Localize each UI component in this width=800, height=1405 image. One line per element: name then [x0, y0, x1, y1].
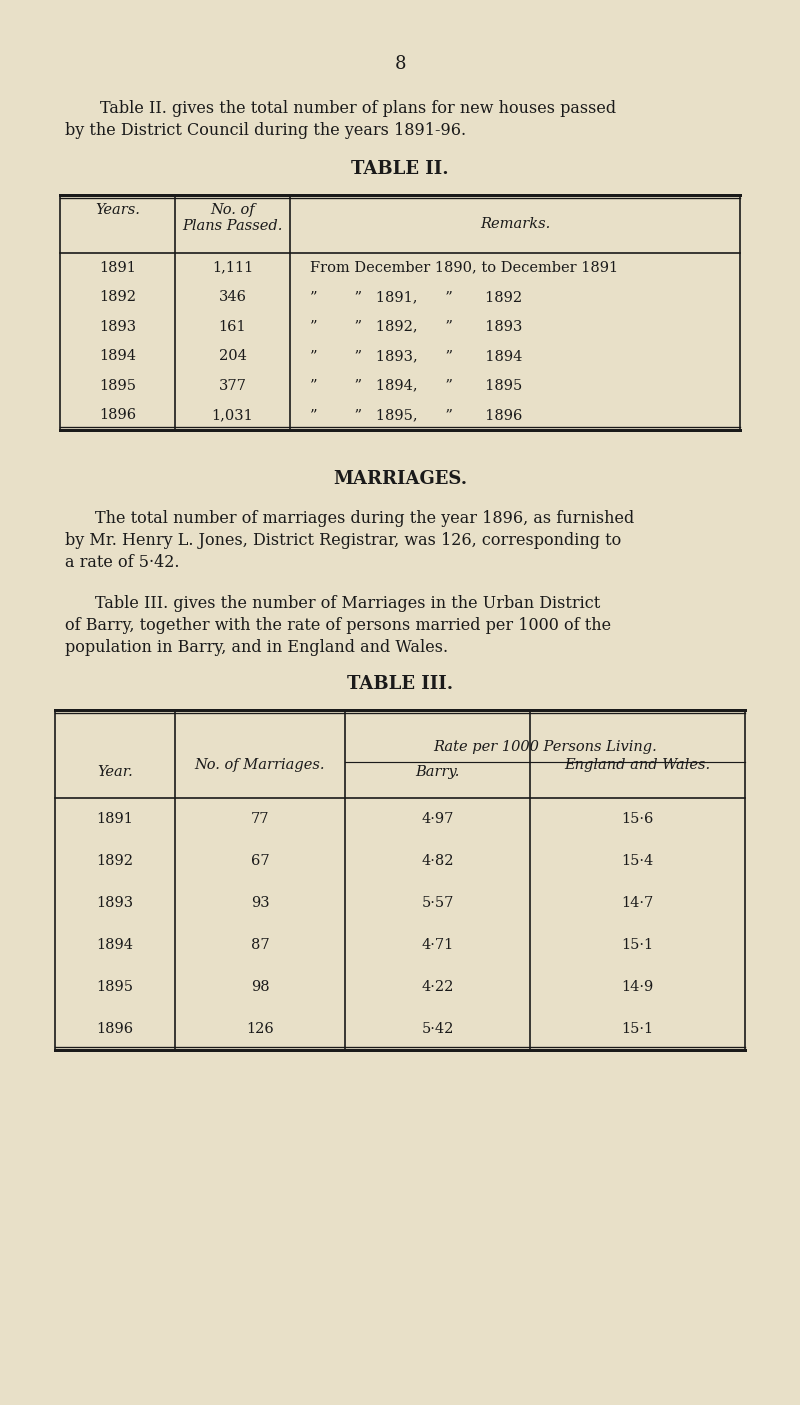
Text: 87: 87	[250, 939, 270, 953]
Text: 1895: 1895	[99, 379, 136, 393]
Text: 93: 93	[250, 896, 270, 910]
Text: 1,031: 1,031	[212, 409, 254, 423]
Text: 1893: 1893	[97, 896, 134, 910]
Text: Barry.: Barry.	[415, 764, 460, 778]
Text: 98: 98	[250, 981, 270, 993]
Text: ”        ”   1892,      ”       1893: ” ” 1892, ” 1893	[310, 320, 522, 334]
Text: England and Wales.: England and Wales.	[565, 759, 710, 771]
Text: Table III. gives the number of Marriages in the Urban District: Table III. gives the number of Marriages…	[95, 594, 600, 613]
Text: Plans Passed.: Plans Passed.	[182, 219, 282, 233]
Text: 126: 126	[246, 1021, 274, 1035]
Text: Rate per 1000 Persons Living.: Rate per 1000 Persons Living.	[433, 740, 657, 754]
Text: 15·6: 15·6	[622, 812, 654, 826]
Text: 161: 161	[218, 320, 246, 334]
Text: No. of: No. of	[210, 202, 255, 216]
Text: The total number of marriages during the year 1896, as furnished: The total number of marriages during the…	[95, 510, 634, 527]
Text: 5·42: 5·42	[422, 1021, 454, 1035]
Text: 15·1: 15·1	[622, 939, 654, 953]
Text: 14·7: 14·7	[622, 896, 654, 910]
Text: of Barry, together with the rate of persons married per 1000 of the: of Barry, together with the rate of pers…	[65, 617, 611, 634]
Text: 1892: 1892	[97, 854, 134, 868]
Text: ”        ”   1894,      ”       1895: ” ” 1894, ” 1895	[310, 379, 522, 393]
Text: 1891: 1891	[99, 261, 136, 275]
Text: 14·9: 14·9	[622, 981, 654, 993]
Text: Year.: Year.	[97, 764, 133, 778]
Text: Years.: Years.	[95, 202, 140, 216]
Text: Table II. gives the total number of plans for new houses passed: Table II. gives the total number of plan…	[100, 100, 616, 117]
Text: 8: 8	[394, 55, 406, 73]
Text: 1892: 1892	[99, 291, 136, 305]
Text: 15·1: 15·1	[622, 1021, 654, 1035]
Text: 1893: 1893	[99, 320, 136, 334]
Text: 4·71: 4·71	[422, 939, 454, 953]
Text: 1891: 1891	[97, 812, 134, 826]
Text: population in Barry, and in England and Wales.: population in Barry, and in England and …	[65, 639, 448, 656]
Text: a rate of 5·42.: a rate of 5·42.	[65, 554, 179, 570]
Text: TABLE III.: TABLE III.	[347, 674, 453, 693]
Text: ”        ”   1891,      ”       1892: ” ” 1891, ” 1892	[310, 291, 522, 305]
Text: 1894: 1894	[99, 350, 136, 364]
Text: MARRIAGES.: MARRIAGES.	[333, 471, 467, 488]
Text: ”        ”   1895,      ”       1896: ” ” 1895, ” 1896	[310, 409, 522, 423]
Text: 346: 346	[218, 291, 246, 305]
Text: 4·22: 4·22	[422, 981, 454, 993]
Text: 4·97: 4·97	[422, 812, 454, 826]
Text: 204: 204	[218, 350, 246, 364]
Text: 77: 77	[250, 812, 270, 826]
Text: 1896: 1896	[99, 409, 136, 423]
Text: by Mr. Henry L. Jones, District Registrar, was 126, corresponding to: by Mr. Henry L. Jones, District Registra…	[65, 532, 622, 549]
Text: TABLE II.: TABLE II.	[351, 160, 449, 178]
Text: 1895: 1895	[97, 981, 134, 993]
Text: No. of Marriages.: No. of Marriages.	[194, 759, 326, 771]
Text: 1894: 1894	[97, 939, 134, 953]
Text: From December 1890, to December 1891: From December 1890, to December 1891	[310, 261, 618, 275]
Text: 67: 67	[250, 854, 270, 868]
Text: by the District Council during the years 1891-96.: by the District Council during the years…	[65, 122, 466, 139]
Text: 5·57: 5·57	[422, 896, 454, 910]
Text: 15·4: 15·4	[622, 854, 654, 868]
Text: 1,111: 1,111	[212, 261, 253, 275]
Text: 377: 377	[218, 379, 246, 393]
Text: ”        ”   1893,      ”       1894: ” ” 1893, ” 1894	[310, 350, 522, 364]
Text: 4·82: 4·82	[422, 854, 454, 868]
Text: 1896: 1896	[97, 1021, 134, 1035]
Text: Remarks.: Remarks.	[480, 216, 550, 230]
